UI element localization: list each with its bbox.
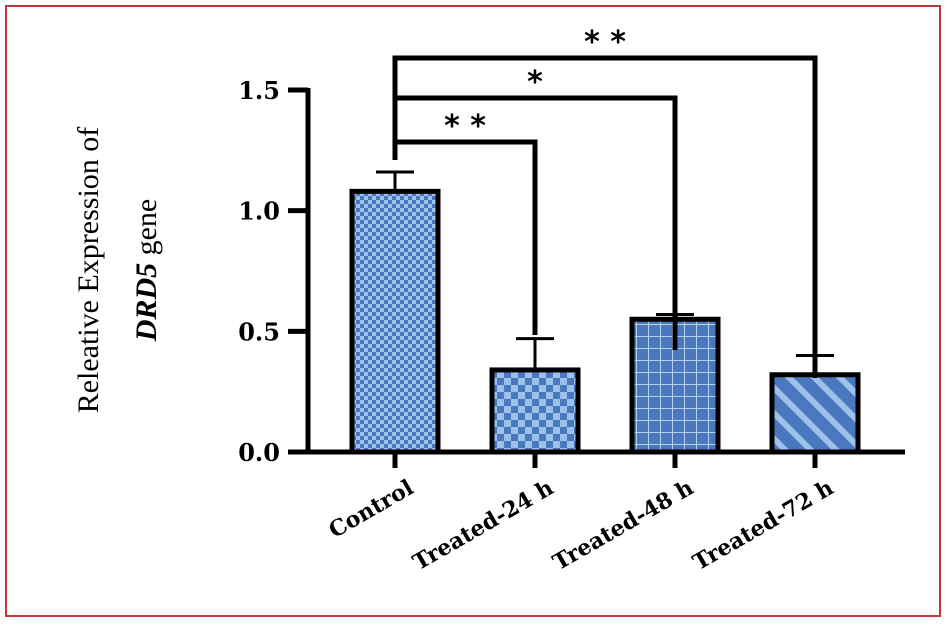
y-tick-label-1: 0.5: [238, 317, 280, 346]
significance-bracket-2: [392, 55, 818, 378]
figure-frame: [5, 5, 941, 617]
y-axis-title-gene: DRD5: [130, 263, 163, 342]
svg-text:DRD5 gene: DRD5 gene: [130, 199, 163, 342]
y-axis-title-suffix: gene: [130, 199, 163, 263]
x-tick-label-0: Control: [324, 475, 418, 544]
significance-label-2: * *: [584, 25, 626, 60]
x-tick-label-3: Treated-72 h: [689, 475, 838, 576]
bar-0: [349, 188, 441, 455]
significance-label-1: *: [527, 65, 543, 100]
y-tick-label-2: 1.0: [238, 197, 280, 226]
x-tick-label-1: Treated-24 h: [409, 475, 558, 576]
significance-label-0: * *: [444, 109, 486, 144]
y-tick-label-3: 1.5: [238, 76, 280, 105]
bar-3: [769, 372, 861, 455]
y-tick-label-0: 0.0: [238, 438, 280, 467]
bar-1: [489, 367, 581, 455]
y-axis-title-line1: Releative Expression of: [72, 127, 105, 414]
x-tick-label-2: Treated-48 h: [549, 475, 698, 576]
